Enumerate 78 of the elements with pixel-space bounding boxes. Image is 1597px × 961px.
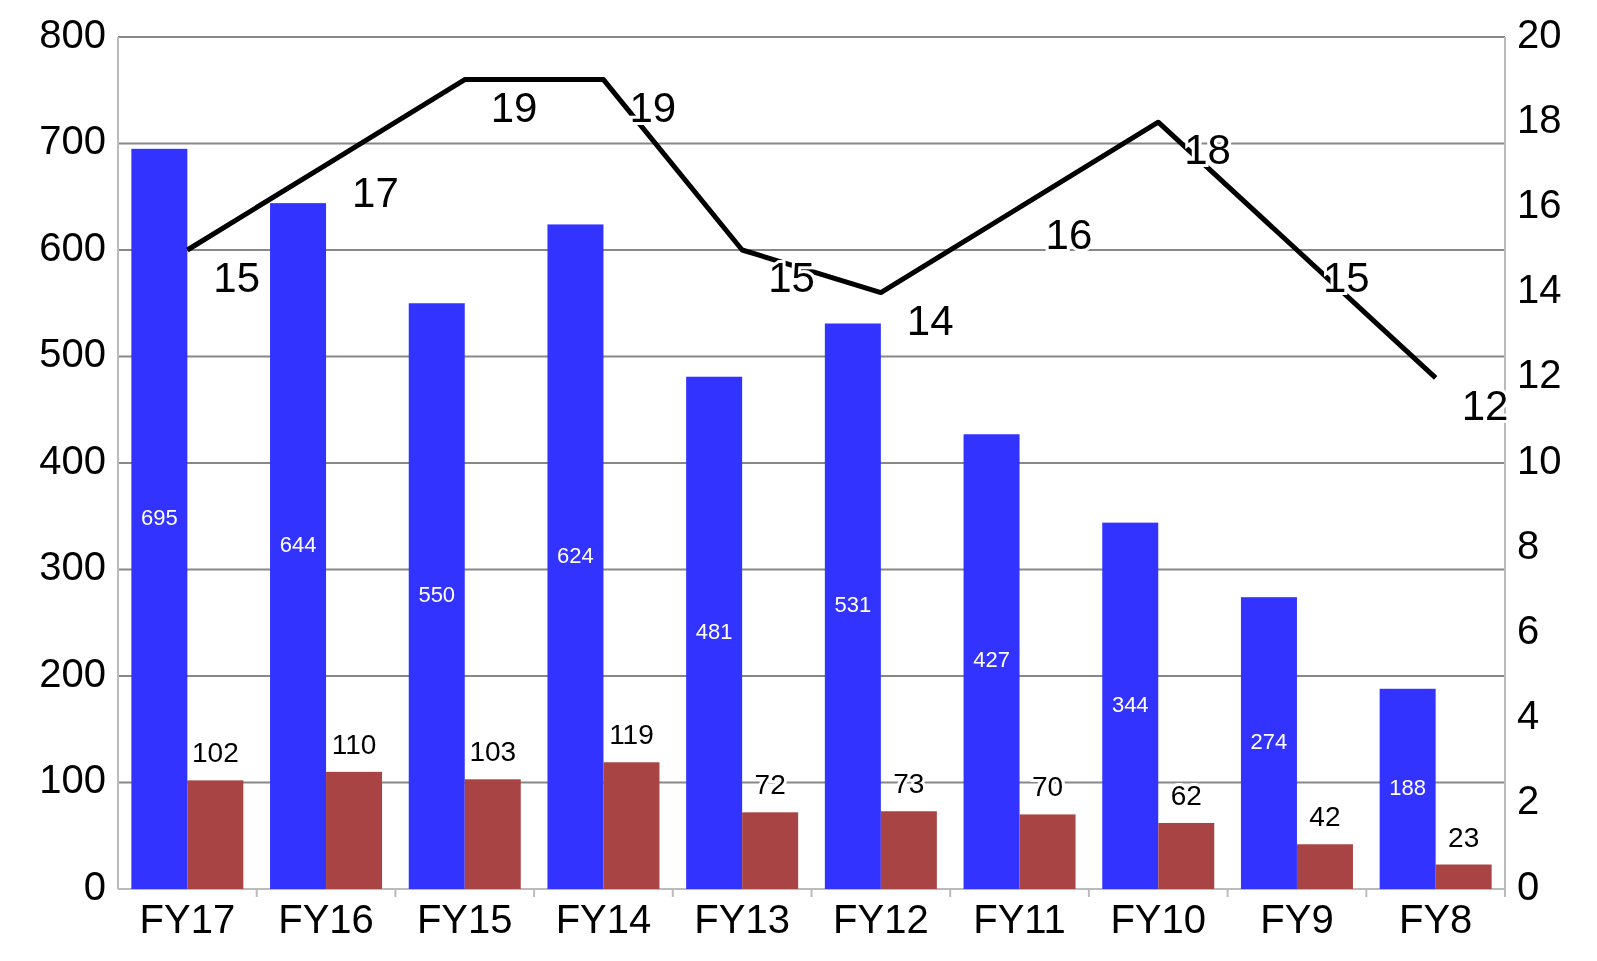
x-tick-label: FY17 [139,897,236,941]
y-tick-label: 100 [39,757,106,802]
bar [963,434,1020,889]
data-label: 62 [1170,779,1202,811]
bar [464,779,521,889]
y-tick-label: 800 [39,11,106,56]
data-label: 624 [557,542,594,568]
y2-tick-label: 14 [1517,267,1562,312]
y2-tick-label: 16 [1517,181,1562,226]
y2-tick-label: 20 [1517,11,1562,56]
y-tick-label: 0 [83,863,106,908]
y-tick-label: 500 [39,331,106,376]
data-label: 103 [469,736,517,768]
bar [1102,522,1159,889]
bar [1019,814,1076,889]
x-tick-label: FY13 [694,897,790,941]
y-tick-label: 600 [39,224,106,269]
data-label: 427 [973,647,1010,673]
data-label: 274 [1250,728,1288,754]
data-label: 72 [754,769,786,801]
data-label: 70 [1031,771,1064,803]
x-tick-label: FY10 [1110,897,1207,941]
bar [1435,864,1492,889]
data-label: 102 [191,737,239,769]
y2-tick-label: 12 [1517,352,1562,397]
data-label: 16 [1045,211,1093,259]
data-label: 19 [629,83,677,131]
data-label: 15 [213,254,261,301]
data-label: 14 [906,296,954,344]
bar [742,812,799,889]
y2-tick-label: 6 [1517,607,1540,652]
data-label: 15 [768,254,815,301]
bar [880,811,937,889]
bar [824,323,881,889]
bar [187,780,244,889]
x-tick-label: FY15 [416,897,513,941]
bar [547,224,604,889]
bar [131,148,188,889]
bar [1296,844,1353,889]
data-label: 17 [352,168,399,216]
data-label: 19 [490,83,538,131]
bar [270,203,327,889]
data-label: 110 [331,728,377,760]
data-label: 644 [279,531,317,557]
bar [408,303,465,889]
bar [1158,822,1215,889]
data-label: 481 [695,618,733,644]
y-tick-label: 400 [39,437,106,482]
x-tick-label: FY14 [555,897,652,941]
data-label: 12 [1461,381,1509,429]
y2-tick-label: 2 [1517,778,1540,823]
bar [686,376,743,889]
data-label: 73 [893,768,925,800]
x-tick-label: FY11 [973,897,1066,941]
bar [1240,597,1297,889]
y-tick-label: 700 [39,118,106,163]
x-tick-label: FY9 [1260,897,1334,941]
data-label: 188 [1389,774,1427,800]
y2-tick-label: 10 [1517,437,1562,482]
data-label: 344 [1111,691,1149,717]
y2-tick-label: 4 [1517,693,1540,738]
y2-tick-label: 0 [1517,863,1540,908]
bar [326,771,383,889]
y-tick-label: 200 [39,650,106,695]
bar [603,762,660,889]
y2-tick-label: 18 [1517,96,1562,141]
data-label: 23 [1448,821,1480,853]
y-tick-label: 300 [39,544,106,589]
x-tick-label: FY16 [278,897,374,941]
x-tick-label: FY12 [833,897,929,941]
y2-tick-label: 8 [1517,522,1540,567]
bar [1379,688,1436,889]
data-label: 550 [418,581,456,607]
data-label: 42 [1309,801,1341,833]
data-label: 531 [834,592,872,618]
data-label: 119 [609,719,654,751]
x-tick-label: FY8 [1398,897,1473,941]
data-label: 695 [140,504,178,530]
